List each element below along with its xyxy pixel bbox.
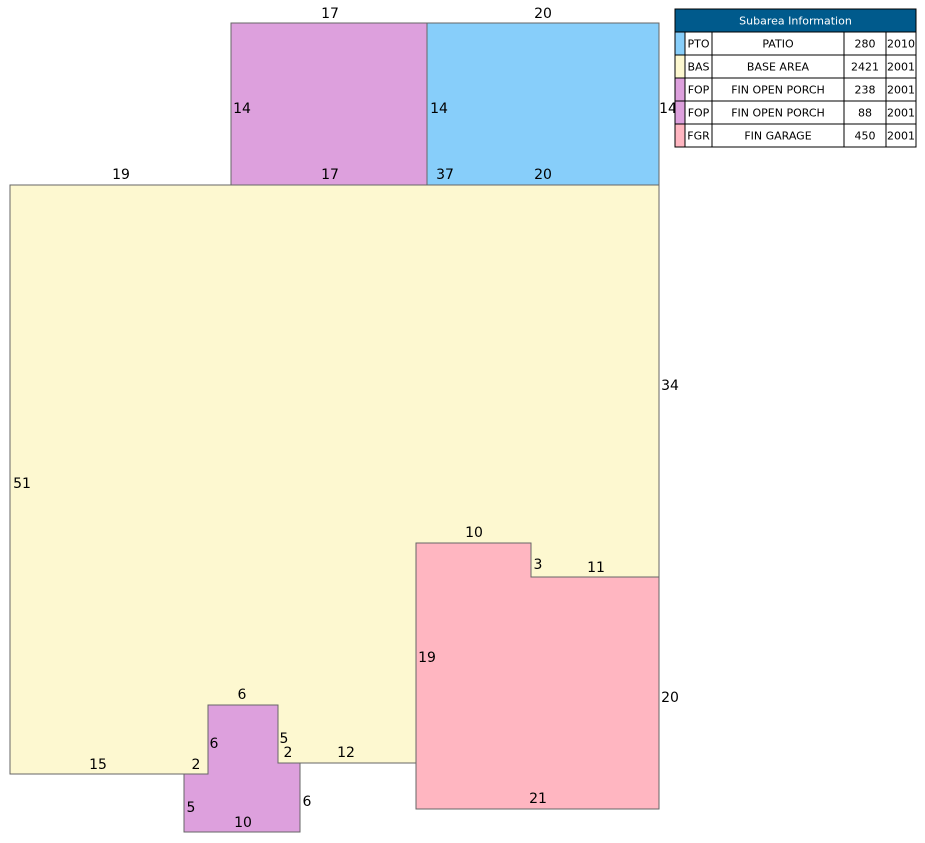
- dimension-label: 14: [430, 101, 448, 117]
- dimension-label: 19: [112, 167, 130, 183]
- dimension-label: 17: [321, 6, 339, 22]
- table-text: BASE AREA: [747, 61, 810, 74]
- table-text: PTO: [687, 38, 709, 51]
- dimension-label: 2: [284, 745, 293, 761]
- dimension-label: 19: [418, 650, 436, 666]
- table-text: 2001: [887, 61, 915, 74]
- dimension-label: 2: [192, 757, 201, 773]
- dimension-label: 20: [534, 6, 552, 22]
- dimension-label: 3: [534, 557, 543, 573]
- dimension-label: 10: [465, 525, 483, 541]
- dimension-label: 10: [234, 815, 252, 831]
- dimension-label: 15: [89, 757, 107, 773]
- swatch: [674, 31, 686, 56]
- table-text: 238: [855, 84, 876, 97]
- table-title: Subarea Information: [739, 15, 852, 28]
- table-text: 2001: [887, 84, 915, 97]
- dimension-label: 14: [233, 101, 251, 117]
- dimension-label: 51: [13, 476, 31, 492]
- table-text: FIN GARAGE: [744, 130, 811, 143]
- table-text: FIN OPEN PORCH: [731, 84, 825, 97]
- table-text: 280: [855, 38, 876, 51]
- table-text: FIN OPEN PORCH: [731, 107, 825, 120]
- table-text: PATIO: [762, 38, 794, 51]
- dimension-label: 37: [436, 167, 454, 183]
- table-text: 2421: [851, 61, 879, 74]
- table-text: 2001: [887, 130, 915, 143]
- garage: [415, 542, 660, 810]
- open-porch: [183, 704, 301, 833]
- swatch: [674, 77, 686, 102]
- dimension-label: 17: [321, 167, 339, 183]
- swatch: [674, 54, 686, 79]
- table-text: FGR: [687, 130, 710, 143]
- dimension-label: 20: [534, 167, 552, 183]
- table-text: BAS: [687, 61, 709, 74]
- dimension-label: 6: [303, 794, 312, 810]
- dimension-label: 6: [210, 736, 219, 752]
- table-text: 88: [858, 107, 872, 120]
- table-cell: [885, 123, 917, 148]
- dimension-label: 5: [280, 731, 289, 747]
- table-text: 2001: [887, 107, 915, 120]
- dimension-label: 14: [659, 101, 677, 117]
- open-porch: [230, 22, 428, 186]
- dimension-label: 12: [337, 745, 355, 761]
- table-text: FOP: [688, 84, 710, 97]
- table-text: 450: [855, 130, 876, 143]
- dimension-label: 20: [661, 690, 679, 706]
- swatch: [674, 100, 686, 125]
- dimension-label: 21: [529, 791, 547, 807]
- patio: [426, 22, 660, 186]
- table-text: FOP: [688, 107, 710, 120]
- dimension-label: 5: [187, 800, 196, 816]
- table-text: 2010: [887, 38, 915, 51]
- dimension-label: 11: [587, 560, 605, 576]
- dimension-label: 34: [661, 378, 679, 394]
- dimension-label: 6: [238, 687, 247, 703]
- swatch: [674, 123, 686, 148]
